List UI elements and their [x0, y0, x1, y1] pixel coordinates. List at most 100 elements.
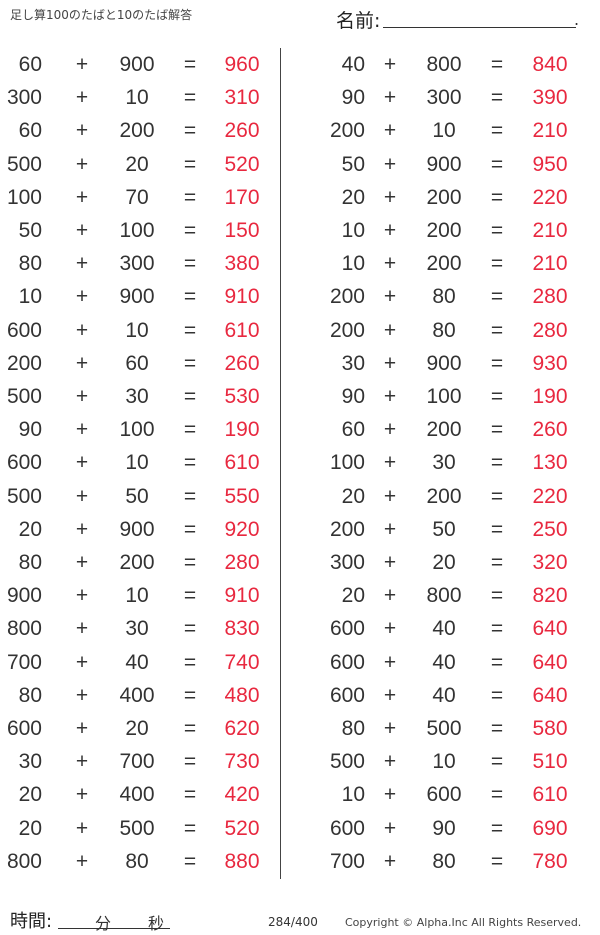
- plus-sign: +: [75, 385, 89, 408]
- operand-2: 50: [432, 517, 456, 541]
- plus-sign: +: [383, 849, 397, 873]
- operand-1: 40: [341, 53, 365, 76]
- operand-2: 30: [125, 617, 149, 641]
- operand-1: 500: [6, 152, 42, 176]
- answer: 250: [532, 517, 568, 541]
- equals-sign: =: [490, 484, 504, 508]
- answer: 210: [532, 119, 568, 143]
- plus-sign: +: [383, 750, 397, 774]
- operand-2: 200: [119, 551, 155, 574]
- operand-2: 80: [432, 849, 456, 873]
- operand-1: 10: [341, 252, 365, 276]
- operand-2: 20: [432, 551, 456, 574]
- plus-sign: +: [75, 318, 89, 342]
- operand-1: 80: [18, 683, 42, 707]
- plus-sign: +: [383, 484, 397, 508]
- equals-sign: =: [183, 285, 197, 309]
- operand-1: 60: [18, 119, 42, 143]
- operand-2: 400: [119, 783, 155, 807]
- equals-sign: =: [183, 86, 197, 110]
- operand-1: 100: [6, 185, 42, 209]
- plus-sign: +: [383, 385, 397, 408]
- equals-sign: =: [183, 584, 197, 608]
- plus-sign: +: [383, 351, 397, 375]
- answer: 310: [224, 86, 260, 110]
- answer: 280: [532, 285, 568, 309]
- answer: 390: [532, 86, 568, 110]
- plus-sign: +: [383, 86, 397, 110]
- operand-2: 200: [426, 219, 462, 242]
- answer: 960: [224, 53, 260, 76]
- operand-1: 700: [329, 849, 365, 873]
- answer: 820: [532, 584, 568, 608]
- equals-sign: =: [183, 119, 197, 143]
- equals-sign: =: [490, 152, 504, 176]
- operand-1: 90: [341, 385, 365, 408]
- operand-1: 30: [341, 351, 365, 375]
- equals-sign: =: [490, 285, 504, 309]
- answer: 170: [224, 185, 260, 209]
- operand-2: 30: [125, 385, 149, 408]
- time-field-line: [58, 928, 170, 929]
- plus-sign: +: [75, 717, 89, 740]
- operand-1: 20: [341, 484, 365, 508]
- equals-sign: =: [183, 252, 197, 276]
- operand-1: 700: [6, 650, 42, 674]
- operand-1: 200: [329, 119, 365, 143]
- plus-sign: +: [75, 86, 89, 110]
- equals-sign: =: [183, 849, 197, 873]
- operand-1: 600: [6, 318, 42, 342]
- equals-sign: =: [183, 451, 197, 475]
- operand-2: 700: [119, 750, 155, 774]
- plus-sign: +: [383, 285, 397, 309]
- equals-sign: =: [490, 119, 504, 143]
- plus-sign: +: [383, 517, 397, 541]
- operand-2: 10: [125, 86, 149, 110]
- operand-1: 90: [341, 86, 365, 110]
- plus-sign: +: [383, 717, 397, 740]
- plus-sign: +: [75, 119, 89, 143]
- plus-sign: +: [75, 252, 89, 276]
- operand-1: 20: [341, 185, 365, 209]
- operand-2: 500: [119, 816, 155, 840]
- operand-1: 600: [6, 451, 42, 475]
- operand-1: 300: [329, 551, 365, 574]
- operand-2: 40: [432, 617, 456, 641]
- answer: 640: [532, 683, 568, 707]
- operand-2: 80: [125, 849, 149, 873]
- equals-sign: =: [490, 617, 504, 641]
- operand-1: 80: [18, 551, 42, 574]
- answer: 880: [224, 849, 260, 873]
- column-divider: [280, 48, 281, 879]
- plus-sign: +: [75, 185, 89, 209]
- operand-1: 600: [329, 816, 365, 840]
- operand-2: 40: [432, 683, 456, 707]
- operand-1: 100: [329, 451, 365, 475]
- answer: 150: [224, 219, 260, 242]
- operand-1: 10: [18, 285, 42, 309]
- answer: 830: [224, 617, 260, 641]
- equals-sign: =: [490, 53, 504, 76]
- answer: 950: [532, 152, 568, 176]
- page-number: 284/400: [268, 915, 318, 929]
- equals-sign: =: [490, 185, 504, 209]
- operand-1: 80: [341, 717, 365, 740]
- equals-sign: =: [490, 86, 504, 110]
- name-label: 名前:: [336, 10, 381, 32]
- name-end-dot: .: [574, 10, 580, 29]
- operand-2: 900: [119, 53, 155, 76]
- operand-1: 50: [18, 219, 42, 242]
- answer: 920: [224, 517, 260, 541]
- equals-sign: =: [183, 551, 197, 574]
- operand-1: 200: [329, 517, 365, 541]
- answer: 740: [224, 650, 260, 674]
- plus-sign: +: [383, 119, 397, 143]
- plus-sign: +: [383, 418, 397, 442]
- operand-2: 10: [125, 318, 149, 342]
- answer: 210: [532, 252, 568, 276]
- time-label: 時間:: [10, 911, 53, 932]
- plus-sign: +: [75, 418, 89, 442]
- operand-2: 900: [426, 152, 462, 176]
- operand-1: 10: [341, 219, 365, 242]
- operand-1: 80: [18, 252, 42, 276]
